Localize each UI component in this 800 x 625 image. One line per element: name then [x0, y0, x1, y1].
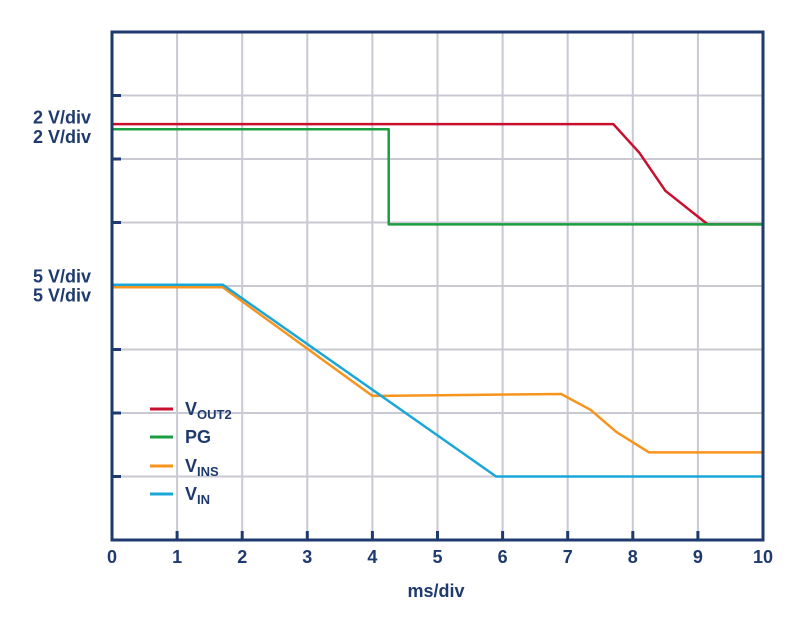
legend-label: VOUT2 [185, 399, 232, 422]
x-tick-label: 2 [237, 547, 247, 567]
scale-label: 5 V/div [33, 266, 91, 286]
x-tick-label: 4 [367, 547, 377, 567]
legend-label: PG [185, 427, 211, 447]
scale-label: 5 V/div [33, 286, 91, 306]
scale-label: 2 V/div [33, 127, 91, 147]
plot-frame [110, 30, 765, 542]
x-tick-label: 7 [563, 547, 573, 567]
legend: VOUT2 PG VINS VIN [150, 399, 232, 507]
legend-label: VINS [185, 456, 219, 479]
x-tick-label: 10 [753, 547, 773, 567]
scale-label: 2 V/div [33, 108, 91, 128]
series-line-vins [112, 286, 763, 454]
x-tick-label: 0 [107, 547, 117, 567]
x-tick-label: 9 [693, 547, 703, 567]
series-line-pg [112, 127, 763, 226]
x-tick-label: 6 [498, 547, 508, 567]
grid [112, 32, 763, 540]
series-lines [112, 122, 763, 478]
series-line-vin [112, 283, 763, 478]
x-tick-label: 1 [172, 547, 182, 567]
legend-label: VIN [185, 484, 210, 507]
x-tick-label: 3 [302, 547, 312, 567]
x-tick-label: 8 [628, 547, 638, 567]
x-tick-label: 5 [432, 547, 442, 567]
x-axis-title: ms/div [407, 581, 464, 601]
